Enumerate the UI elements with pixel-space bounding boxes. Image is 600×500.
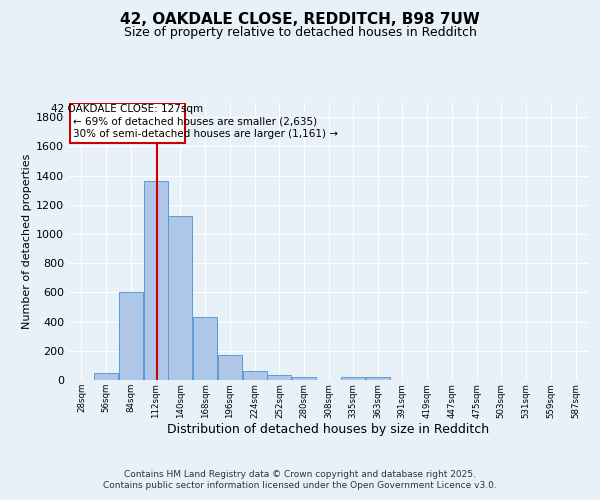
X-axis label: Distribution of detached houses by size in Redditch: Distribution of detached houses by size … — [167, 423, 490, 436]
Bar — [94, 372, 118, 380]
Bar — [193, 317, 217, 380]
Y-axis label: Number of detached properties: Number of detached properties — [22, 154, 32, 329]
Text: ← 69% of detached houses are smaller (2,635): ← 69% of detached houses are smaller (2,… — [73, 116, 317, 126]
Bar — [243, 370, 266, 380]
Text: 42 OAKDALE CLOSE: 127sqm: 42 OAKDALE CLOSE: 127sqm — [51, 104, 203, 115]
Text: 30% of semi-detached houses are larger (1,161) →: 30% of semi-detached houses are larger (… — [73, 128, 338, 138]
Bar — [268, 375, 292, 380]
Bar — [365, 377, 389, 380]
Text: Size of property relative to detached houses in Redditch: Size of property relative to detached ho… — [124, 26, 476, 39]
Text: Contains HM Land Registry data © Crown copyright and database right 2025.: Contains HM Land Registry data © Crown c… — [124, 470, 476, 479]
FancyBboxPatch shape — [70, 103, 185, 144]
Text: Contains public sector information licensed under the Open Government Licence v3: Contains public sector information licen… — [103, 481, 497, 490]
Text: 42, OAKDALE CLOSE, REDDITCH, B98 7UW: 42, OAKDALE CLOSE, REDDITCH, B98 7UW — [120, 12, 480, 28]
Bar — [218, 355, 242, 380]
Bar — [119, 292, 143, 380]
Bar — [144, 182, 167, 380]
Bar — [292, 377, 316, 380]
Bar — [169, 216, 193, 380]
Bar — [341, 377, 365, 380]
